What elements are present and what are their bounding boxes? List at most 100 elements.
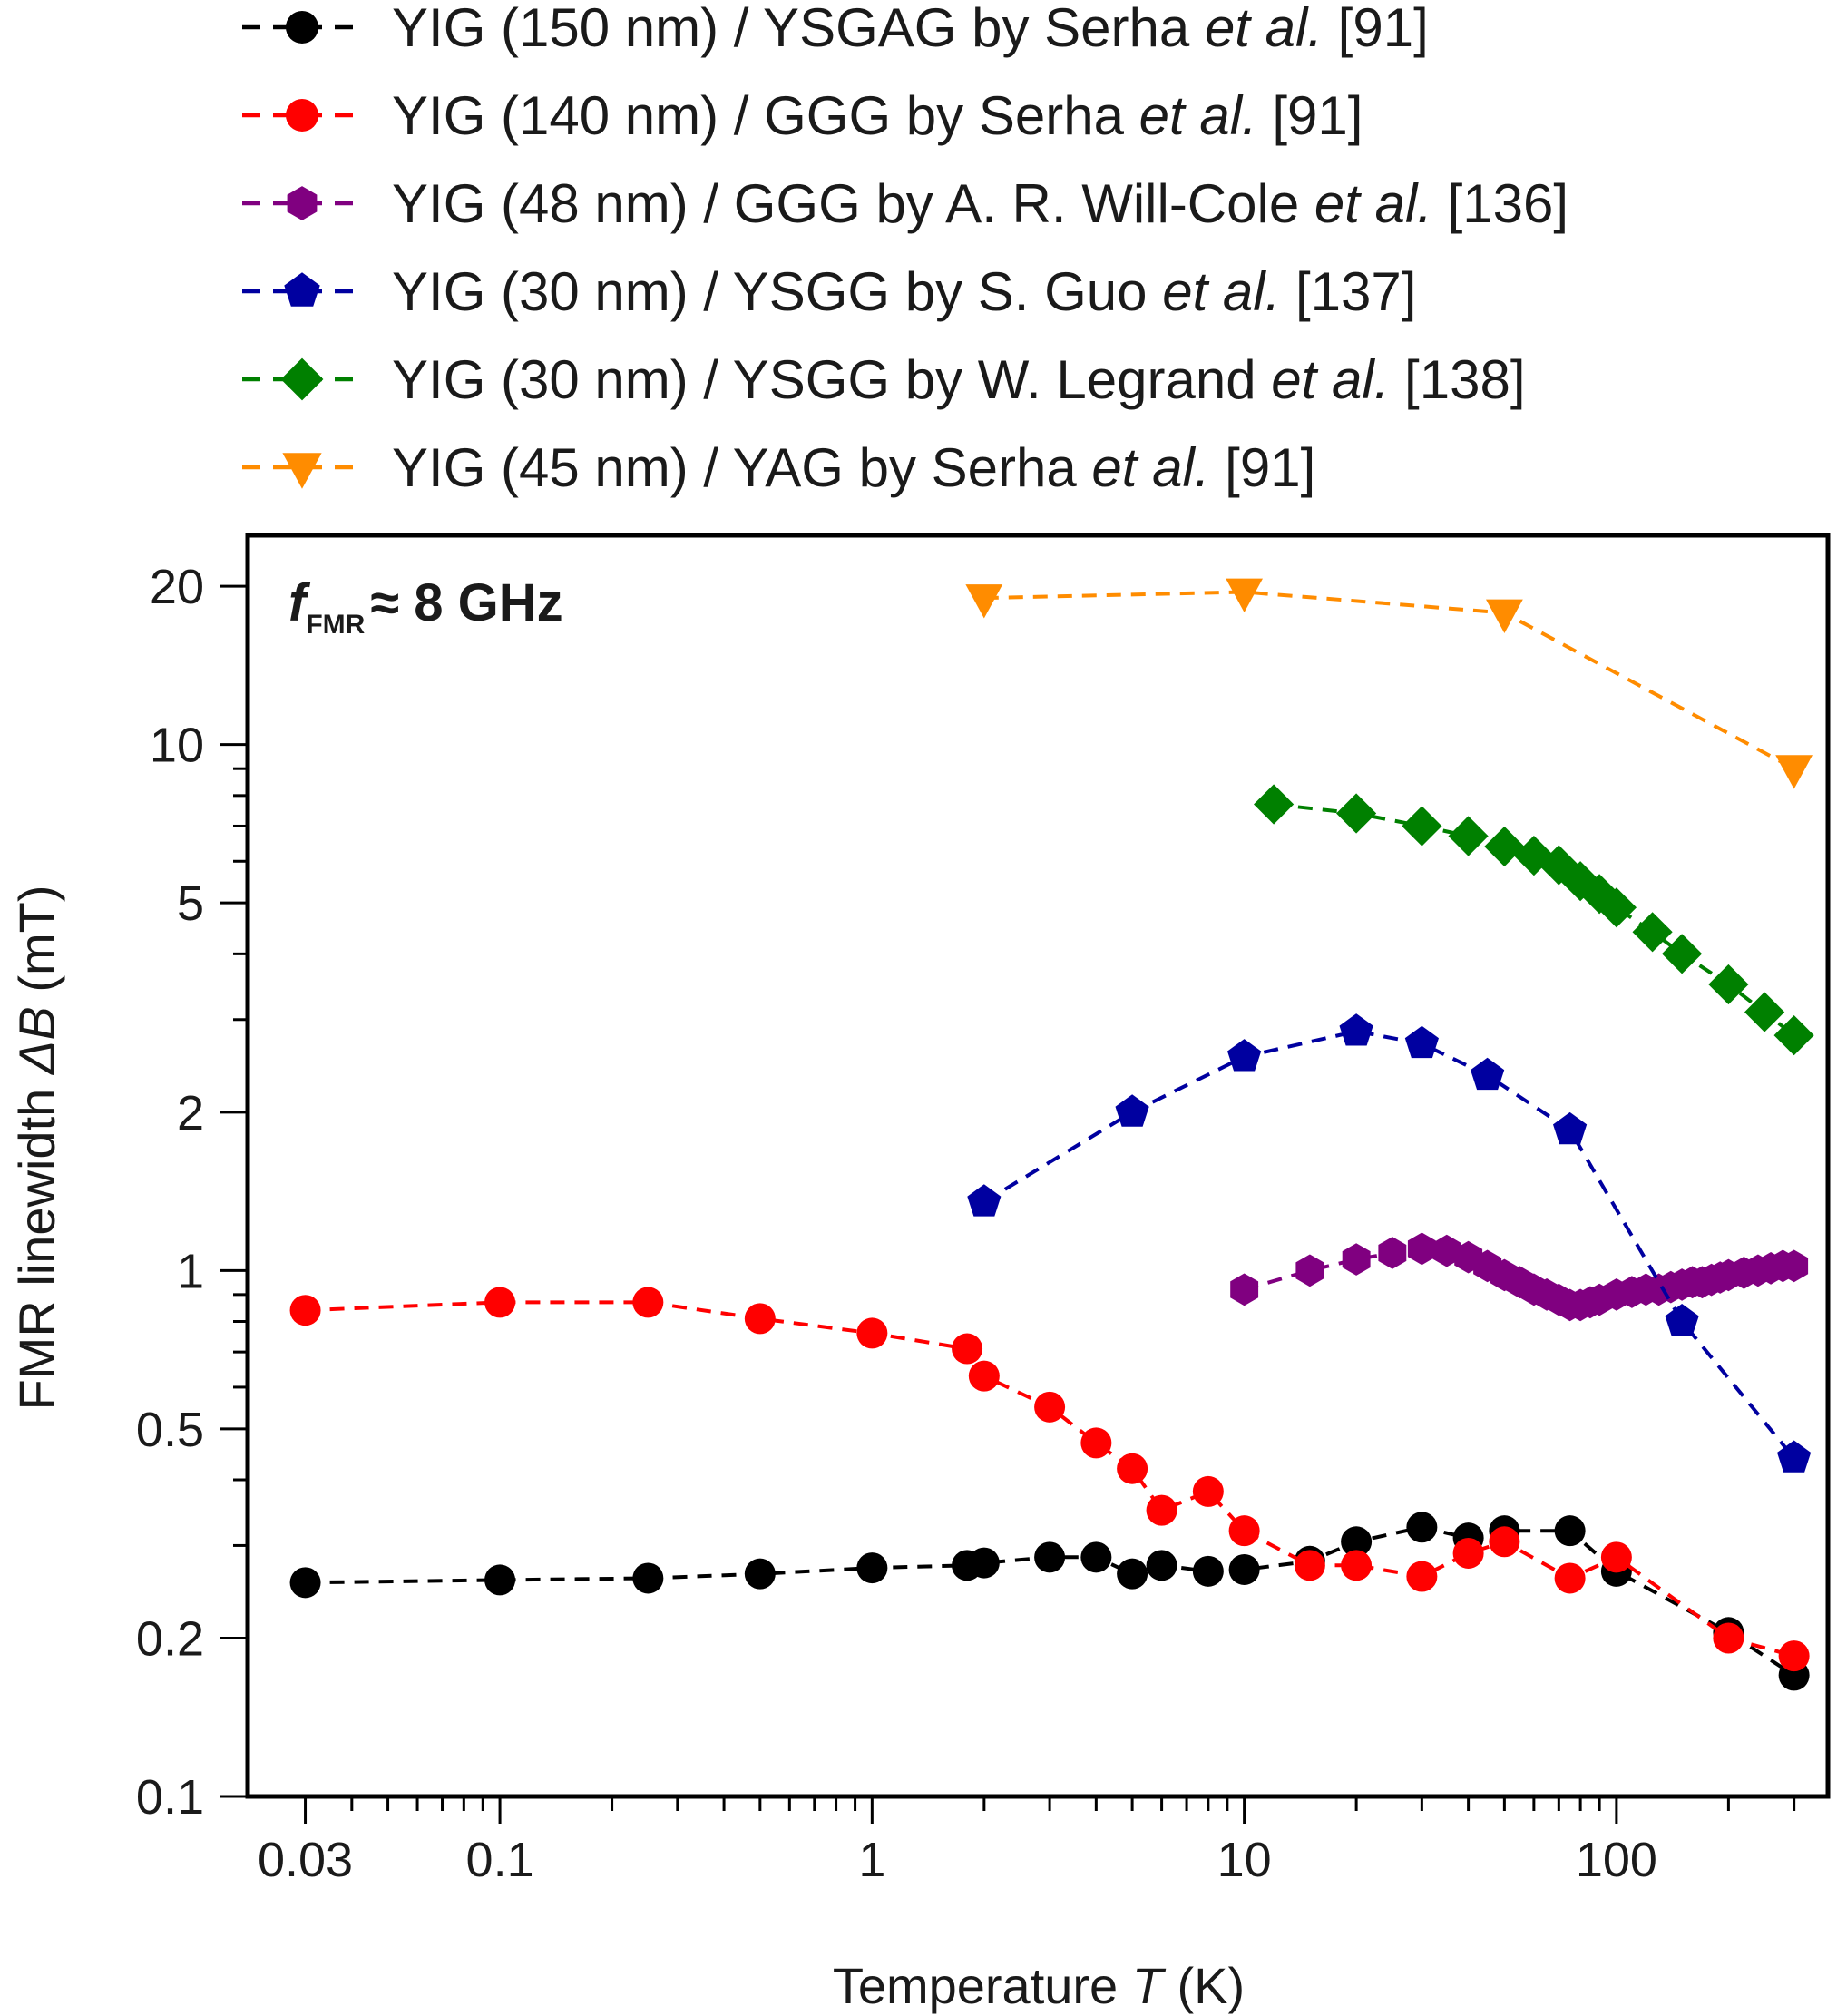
legend-label: YIG (45 nm) / YAG by Serha et al. [91]: [392, 437, 1315, 498]
legend-label: YIG (30 nm) / YSGG by W. Legrand et al. …: [392, 349, 1526, 410]
data-point: [1665, 1304, 1699, 1336]
y-axis-title-unit: (mT): [8, 886, 65, 1007]
data-point: [952, 1333, 983, 1365]
plot-area: [289, 578, 1814, 1691]
data-point: [1034, 1391, 1066, 1423]
data-point: [1404, 1025, 1439, 1059]
series-5: [965, 578, 1813, 789]
data-point: [1773, 1015, 1814, 1056]
data-point: [1489, 1526, 1520, 1558]
data-point: [1596, 887, 1637, 928]
x-tick-label: 0.1: [466, 1833, 534, 1887]
x-axis-title-unit: (K): [1163, 1957, 1245, 2014]
y-tick-label: 2: [177, 1086, 204, 1140]
series-line: [983, 590, 1795, 770]
data-point: [1780, 1249, 1809, 1283]
data-point: [1402, 806, 1442, 847]
data-point: [1192, 1475, 1224, 1507]
data-point: [484, 1287, 516, 1318]
data-point: [1226, 578, 1263, 612]
x-tick-label: 1: [858, 1833, 885, 1887]
data-point: [1117, 1453, 1148, 1484]
legend-marker: [287, 186, 318, 220]
data-point: [1080, 1541, 1112, 1573]
series-4: [1254, 784, 1814, 1056]
data-point: [632, 1562, 664, 1594]
series-1: [289, 1287, 1810, 1672]
x-axis-title: Temperature T (K): [833, 1957, 1245, 2014]
data-point: [1554, 1562, 1586, 1594]
legend-marker: [286, 99, 318, 132]
series-0: [289, 1512, 1810, 1691]
data-point: [1378, 1237, 1407, 1269]
legend-item: YIG (45 nm) / YAG by Serha et al. [91]: [242, 437, 1315, 498]
series-line: [305, 1525, 1795, 1678]
legend-item: YIG (48 nm) / GGG by A. R. Will-Cole et …: [242, 173, 1568, 234]
y-axis-title-var: ΔB: [8, 1006, 65, 1076]
data-point: [1600, 1541, 1632, 1573]
data-point: [632, 1287, 664, 1318]
data-point: [1227, 1039, 1262, 1072]
data-point: [1254, 784, 1295, 825]
data-point: [1448, 816, 1489, 856]
x-tick-label: 100: [1576, 1833, 1657, 1887]
plot-frame: [245, 533, 1831, 1799]
data-point: [484, 1564, 516, 1596]
data-point: [1775, 755, 1813, 789]
data-point: [1341, 1526, 1373, 1558]
data-point: [1486, 599, 1523, 633]
legend-item: YIG (30 nm) / YSGG by W. Legrand et al. …: [242, 349, 1526, 410]
legend-item: YIG (150 nm) / YSGAG by Serha et al. [91…: [242, 0, 1429, 58]
frequency-annotation: fFMR ≈ 8 GHz: [288, 573, 563, 640]
data-point: [1744, 992, 1785, 1032]
legend-label: YIG (48 nm) / GGG by A. R. Will-Cole et …: [392, 173, 1568, 234]
data-point: [968, 1547, 1000, 1579]
legend-marker: [282, 453, 322, 489]
data-point: [1708, 964, 1749, 1005]
data-point: [1117, 1558, 1148, 1590]
legend: YIG (150 nm) / YSGAG by Serha et al. [91…: [242, 0, 1568, 498]
data-point: [1662, 934, 1703, 974]
data-point: [965, 584, 1003, 619]
data-point: [744, 1303, 776, 1335]
series-2: [1230, 1232, 1809, 1322]
data-point: [1553, 1111, 1588, 1145]
data-point: [1294, 1550, 1325, 1581]
y-tick-label: 5: [177, 876, 204, 931]
y-tick-label: 1: [177, 1244, 204, 1298]
data-point: [1713, 1622, 1744, 1654]
x-tick-label: 10: [1217, 1833, 1272, 1887]
data-point: [1777, 1440, 1812, 1473]
data-point: [1146, 1550, 1177, 1581]
series-3: [967, 1013, 1812, 1473]
data-point: [1115, 1094, 1149, 1127]
legend-marker: [280, 357, 324, 401]
legend-item: YIG (30 nm) / YSGG by S. Guo et al. [137…: [242, 261, 1416, 322]
y-tick-label: 10: [150, 719, 204, 773]
data-point: [744, 1558, 776, 1590]
data-point: [1432, 1234, 1461, 1267]
legend-label: YIG (140 nm) / GGG by Serha et al. [91]: [392, 85, 1363, 146]
data-point: [1632, 912, 1673, 953]
data-point: [968, 1360, 1000, 1392]
data-point: [1406, 1512, 1438, 1543]
data-point: [1339, 1013, 1373, 1046]
axes: 0.03 0.1 1 10 100 0.1 0.2 0.5 1 2 5 10 20: [136, 560, 1796, 1887]
annotation-rest: ≈ 8 GHz: [370, 573, 562, 632]
y-tick-label: 0.1: [136, 1770, 204, 1825]
data-point: [967, 1184, 1002, 1217]
data-point: [1342, 1243, 1371, 1276]
data-point: [289, 1295, 321, 1326]
legend-item: YIG (140 nm) / GGG by Serha et al. [91]: [242, 85, 1363, 146]
y-tick-label: 0.2: [136, 1612, 204, 1667]
y-tick-label: 20: [150, 560, 204, 614]
data-point: [1407, 1232, 1436, 1266]
x-axis-title-var: T: [1132, 1957, 1167, 2014]
data-point: [1192, 1555, 1224, 1587]
data-point: [1295, 1254, 1324, 1287]
data-point: [289, 1567, 321, 1599]
data-point: [1230, 1273, 1259, 1306]
data-point: [1778, 1640, 1810, 1672]
y-tick-label: 0.5: [136, 1403, 204, 1457]
x-tick-label: 0.03: [258, 1833, 353, 1887]
